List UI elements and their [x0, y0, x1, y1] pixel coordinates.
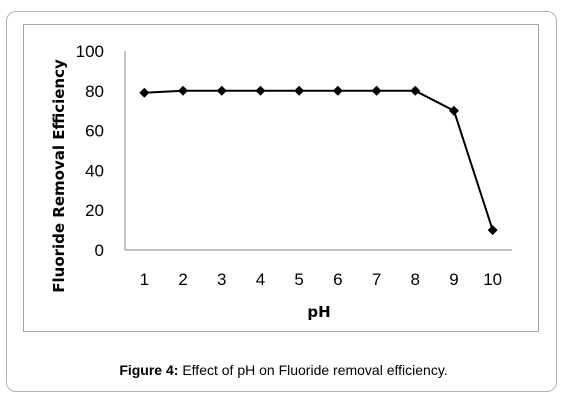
x-tick-label: 4 — [256, 270, 265, 289]
y-tick-label: 40 — [85, 161, 104, 180]
data-point — [448, 105, 459, 116]
y-tick-label: 20 — [85, 201, 104, 220]
data-point — [332, 85, 343, 96]
data-point — [139, 87, 150, 98]
x-tick-label: 2 — [178, 270, 187, 289]
figure-caption: Figure 4: Effect of pH on Fluoride remov… — [0, 362, 567, 378]
data-point — [294, 85, 305, 96]
x-tick-label: 8 — [411, 270, 420, 289]
y-axis-title-group: Fluoride Removal Efficiency — [50, 59, 68, 293]
x-tick-label: 3 — [217, 270, 226, 289]
data-point — [487, 225, 498, 236]
data-point — [371, 85, 382, 96]
y-tick-label: 0 — [95, 241, 104, 260]
data-point — [178, 85, 189, 96]
x-tick-labels: 1 2 3 4 5 6 7 8 9 10 — [140, 270, 502, 289]
x-tick-label: 9 — [449, 270, 458, 289]
data-point — [255, 85, 266, 96]
x-tick-label: 6 — [333, 270, 342, 289]
caption-text: Effect of pH on Fluoride removal efficie… — [182, 362, 448, 378]
data-point — [410, 85, 421, 96]
caption-label: Figure 4: — [119, 362, 179, 378]
x-tick-label: 1 — [140, 270, 149, 289]
y-axis-title: Fluoride Removal Efficiency — [50, 59, 68, 293]
series-line — [144, 89, 494, 231]
x-tick-label: 7 — [372, 270, 381, 289]
y-tick-labels: 0 20 40 60 80 100 — [76, 42, 104, 260]
y-tick-label: 60 — [85, 122, 104, 141]
x-axis-title: pH — [307, 303, 330, 321]
chart-area — [23, 24, 539, 332]
y-tick-label: 100 — [76, 42, 104, 61]
data-point — [216, 85, 227, 96]
x-tick-label: 5 — [294, 270, 303, 289]
x-tick-label: 10 — [483, 270, 502, 289]
y-tick-label: 80 — [85, 82, 104, 101]
series-group — [139, 85, 498, 236]
axes — [124, 51, 512, 251]
